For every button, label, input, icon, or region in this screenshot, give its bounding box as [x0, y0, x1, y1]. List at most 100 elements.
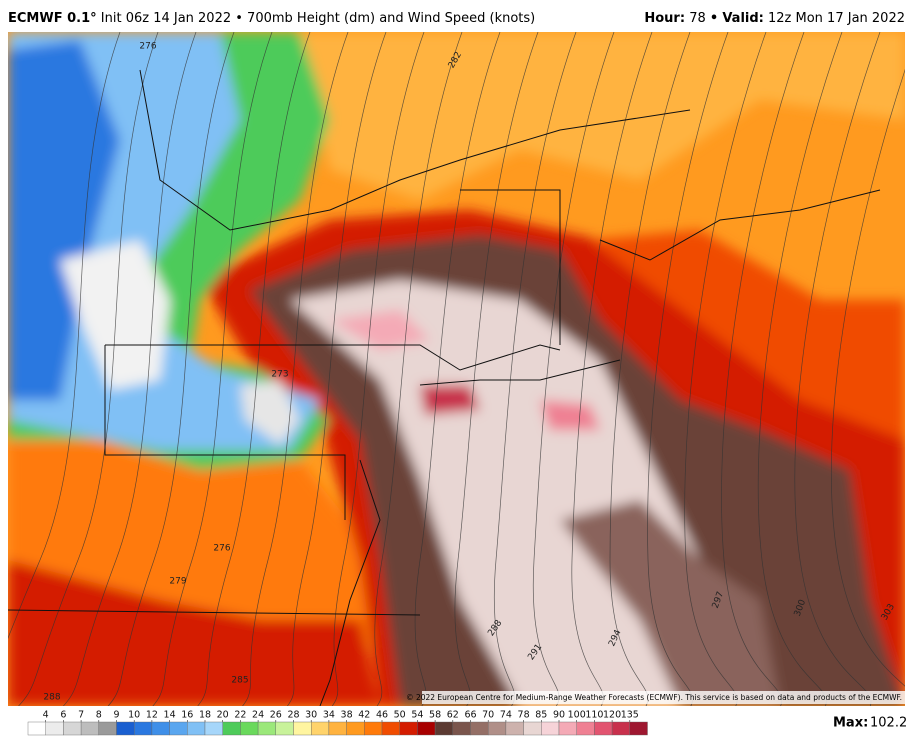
contour-line — [62, 32, 197, 706]
border — [139, 69, 691, 231]
colorbar-swatch — [328, 721, 347, 736]
hour-label: Hour: — [644, 11, 685, 26]
wind-area — [590, 230, 905, 440]
state-border — [104, 345, 346, 520]
colorbar-tick-label: 100 — [568, 710, 586, 721]
header-right: Hour: 78 • Valid: 12z Mon 17 Jan 2022 — [644, 11, 905, 26]
colorbar-swatch — [80, 721, 99, 736]
colorbar-swatch — [611, 721, 630, 736]
max-label: Max: — [833, 716, 868, 731]
colorbar-tick-label: 38 — [341, 710, 353, 721]
contour-line — [454, 32, 539, 706]
contour-line — [647, 32, 729, 706]
colorbar-tick-label: 90 — [553, 710, 565, 721]
contour-line — [721, 32, 805, 706]
colorbar-tick-label: 12 — [146, 710, 158, 721]
contour-line — [197, 32, 311, 706]
colorbar-tick-label: 62 — [447, 710, 459, 721]
map: 276 282 273 276 279 285 288 288 291 294 … — [8, 32, 905, 706]
colorbar-swatch — [505, 721, 524, 736]
colorbar-tick-label: 85 — [535, 710, 547, 721]
colorbar-swatch — [169, 721, 188, 736]
colorbar-swatch — [204, 721, 223, 736]
coastline — [599, 189, 881, 261]
contour-line — [331, 32, 425, 706]
colorbar-swatch — [133, 721, 153, 736]
borders — [8, 69, 881, 706]
colorbar-swatch — [558, 721, 577, 736]
colorbar-swatch — [45, 721, 64, 736]
description: Init 06z 14 Jan 2022 • 700mb Height (dm)… — [101, 11, 535, 26]
contour-label: 279 — [169, 577, 186, 587]
state-border — [460, 189, 561, 345]
colorbar-tick-label: 22 — [234, 710, 246, 721]
colorbar-swatch — [576, 721, 595, 736]
copyright: © 2022 European Centre for Medium-Range … — [406, 693, 902, 702]
colorbar-tick-label: 16 — [181, 710, 193, 721]
contour-label: 288 — [43, 693, 60, 703]
colorbar-tick-label: 120 — [603, 710, 621, 721]
wind-area — [560, 500, 780, 706]
colorbar-tick-label: 66 — [464, 710, 476, 721]
colorbar-swatch — [346, 721, 365, 736]
colorbar-swatch — [470, 721, 489, 736]
colorbar-swatch — [364, 721, 383, 736]
colorbar-swatch — [63, 721, 82, 736]
state-border — [8, 609, 421, 616]
colorbar-tick-label: 50 — [394, 710, 406, 721]
contour-label: 273 — [271, 370, 288, 380]
colorbar-swatch — [629, 721, 648, 736]
model: ECMWF 0.1° — [8, 11, 97, 26]
colorbar-tick-label: 34 — [323, 710, 335, 721]
contour-label: 276 — [213, 544, 230, 554]
colorbar-tick-label: 135 — [621, 710, 639, 721]
hour: 78 — [689, 11, 706, 26]
copyright-bg — [422, 691, 905, 704]
colorbar-swatch — [381, 721, 400, 736]
colorbar-swatch — [293, 721, 312, 736]
colorbar-swatch — [98, 721, 117, 736]
contour-line — [757, 32, 843, 706]
wind-area — [60, 240, 170, 390]
colorbar: 4 6 7 8 9 10 12 14 16 18 20 22 24 26 28 30 34 38 42 46 50 54 5… — [27, 710, 648, 736]
colorbar-swatch — [594, 721, 613, 736]
colorbar-tick-label: 28 — [287, 710, 299, 721]
wind-area — [330, 310, 430, 350]
separator: • — [710, 11, 718, 26]
colorbar-swatch — [452, 721, 471, 736]
colorbar-swatch — [488, 721, 507, 736]
colorbar-swatch — [311, 721, 330, 736]
contour-line — [532, 32, 615, 706]
contour-label: 276 — [139, 42, 156, 52]
colorbar-swatch — [222, 721, 241, 736]
colorbar-swatch — [417, 721, 436, 736]
contour-line — [242, 32, 349, 706]
colorbar-swatch — [151, 721, 170, 736]
colorbar-tick-label: 54 — [411, 710, 423, 721]
contour-line — [107, 32, 235, 706]
contour-line — [18, 32, 159, 706]
colorbar-tick-label: 6 — [60, 710, 66, 721]
wind-area — [300, 32, 905, 200]
colorbar-tick-label: 74 — [500, 710, 512, 721]
colorbar-tick-label: 9 — [113, 710, 119, 721]
colorbar-tick-label: 42 — [358, 710, 370, 721]
colorbar-swatch — [116, 721, 135, 736]
contour-line — [414, 32, 501, 706]
colorbar-tick-label: 30 — [305, 710, 317, 721]
wind-area — [540, 400, 600, 430]
colorbar-tick-label: 24 — [252, 710, 264, 721]
colorbar-swatch — [399, 721, 418, 736]
colorbar-swatch — [541, 721, 560, 736]
contour-label: 285 — [231, 676, 248, 686]
contours — [8, 32, 905, 706]
contour-line — [794, 32, 881, 706]
wind-area — [8, 560, 380, 706]
contour-line — [493, 32, 577, 706]
colorbar-tick-label: 46 — [376, 710, 388, 721]
colorbar-swatch — [187, 721, 206, 736]
wind-area — [290, 280, 720, 706]
colorbar-tick-label: 14 — [164, 710, 176, 721]
colorbar-tick-label: 110 — [585, 710, 603, 721]
